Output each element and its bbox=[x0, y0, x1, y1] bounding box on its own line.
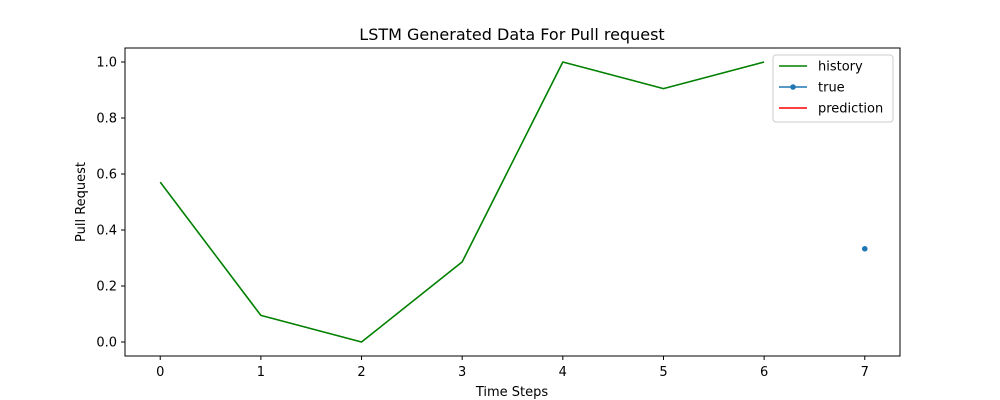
y-axis-ticks: 0.0 0.2 0.4 0.6 0.8 1.0 bbox=[96, 56, 125, 351]
y-tick-label: 0.6 bbox=[96, 168, 117, 183]
x-tick-label: 5 bbox=[659, 365, 667, 380]
y-tick-label: 0.8 bbox=[96, 112, 117, 127]
series-line-history bbox=[159, 61, 765, 343]
x-tick-label: 4 bbox=[559, 365, 567, 380]
y-axis-label: Pull Request bbox=[74, 162, 89, 242]
x-axis-ticks: 0 1 2 3 4 5 6 7 bbox=[156, 356, 869, 380]
legend: history true prediction bbox=[772, 54, 894, 123]
x-tick-label: 3 bbox=[458, 365, 466, 380]
series-point-true bbox=[861, 245, 868, 252]
legend-label-prediction: prediction bbox=[818, 102, 883, 117]
y-tick-label: 0.2 bbox=[96, 280, 117, 295]
y-tick-label: 0.0 bbox=[96, 336, 117, 351]
x-tick-label: 7 bbox=[861, 365, 869, 380]
legend-box bbox=[772, 54, 894, 123]
x-tick-label: 0 bbox=[156, 365, 164, 380]
x-tick-label: 6 bbox=[760, 365, 768, 380]
plot-area bbox=[159, 61, 868, 343]
axes-frame bbox=[124, 47, 901, 357]
x-tick-label: 2 bbox=[357, 365, 365, 380]
chart-title: LSTM Generated Data For Pull request bbox=[359, 25, 664, 44]
x-axis-label: Time Steps bbox=[475, 385, 549, 400]
y-tick-label: 0.4 bbox=[96, 224, 117, 239]
y-tick-label: 1.0 bbox=[96, 56, 117, 71]
legend-marker-true bbox=[790, 84, 796, 90]
legend-label-true: true bbox=[818, 81, 845, 96]
x-tick-label: 1 bbox=[257, 365, 265, 380]
legend-label-history: history bbox=[818, 60, 863, 75]
